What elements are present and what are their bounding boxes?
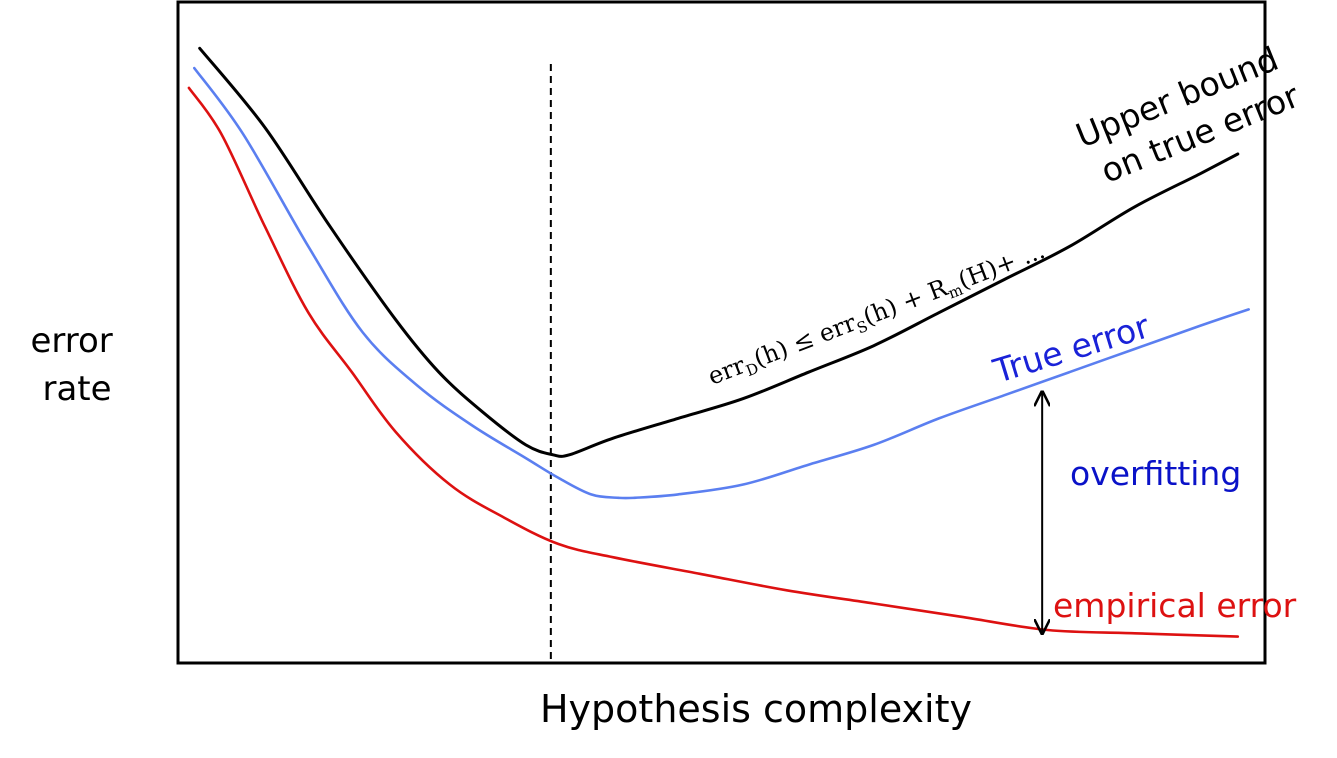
empirical-error-curve xyxy=(187,86,1240,638)
y-axis-label-line-1: error xyxy=(30,321,112,361)
true-error-curve xyxy=(193,66,1250,500)
overfitting-annotation: overfitting xyxy=(1070,454,1241,493)
upper-bound-series-label: Upper bound on true error xyxy=(1070,35,1309,194)
y-axis-label: error rate xyxy=(30,321,123,409)
true-error-series-label: True error xyxy=(988,306,1154,391)
series-layer xyxy=(187,46,1250,638)
upper-bound-curve xyxy=(198,46,1240,458)
plot-frame xyxy=(176,0,1267,665)
y-axis-label-line-2: rate xyxy=(42,369,111,409)
empirical-error-series-label: empirical error xyxy=(1053,586,1297,625)
x-axis-label: Hypothesis complexity xyxy=(540,687,972,731)
